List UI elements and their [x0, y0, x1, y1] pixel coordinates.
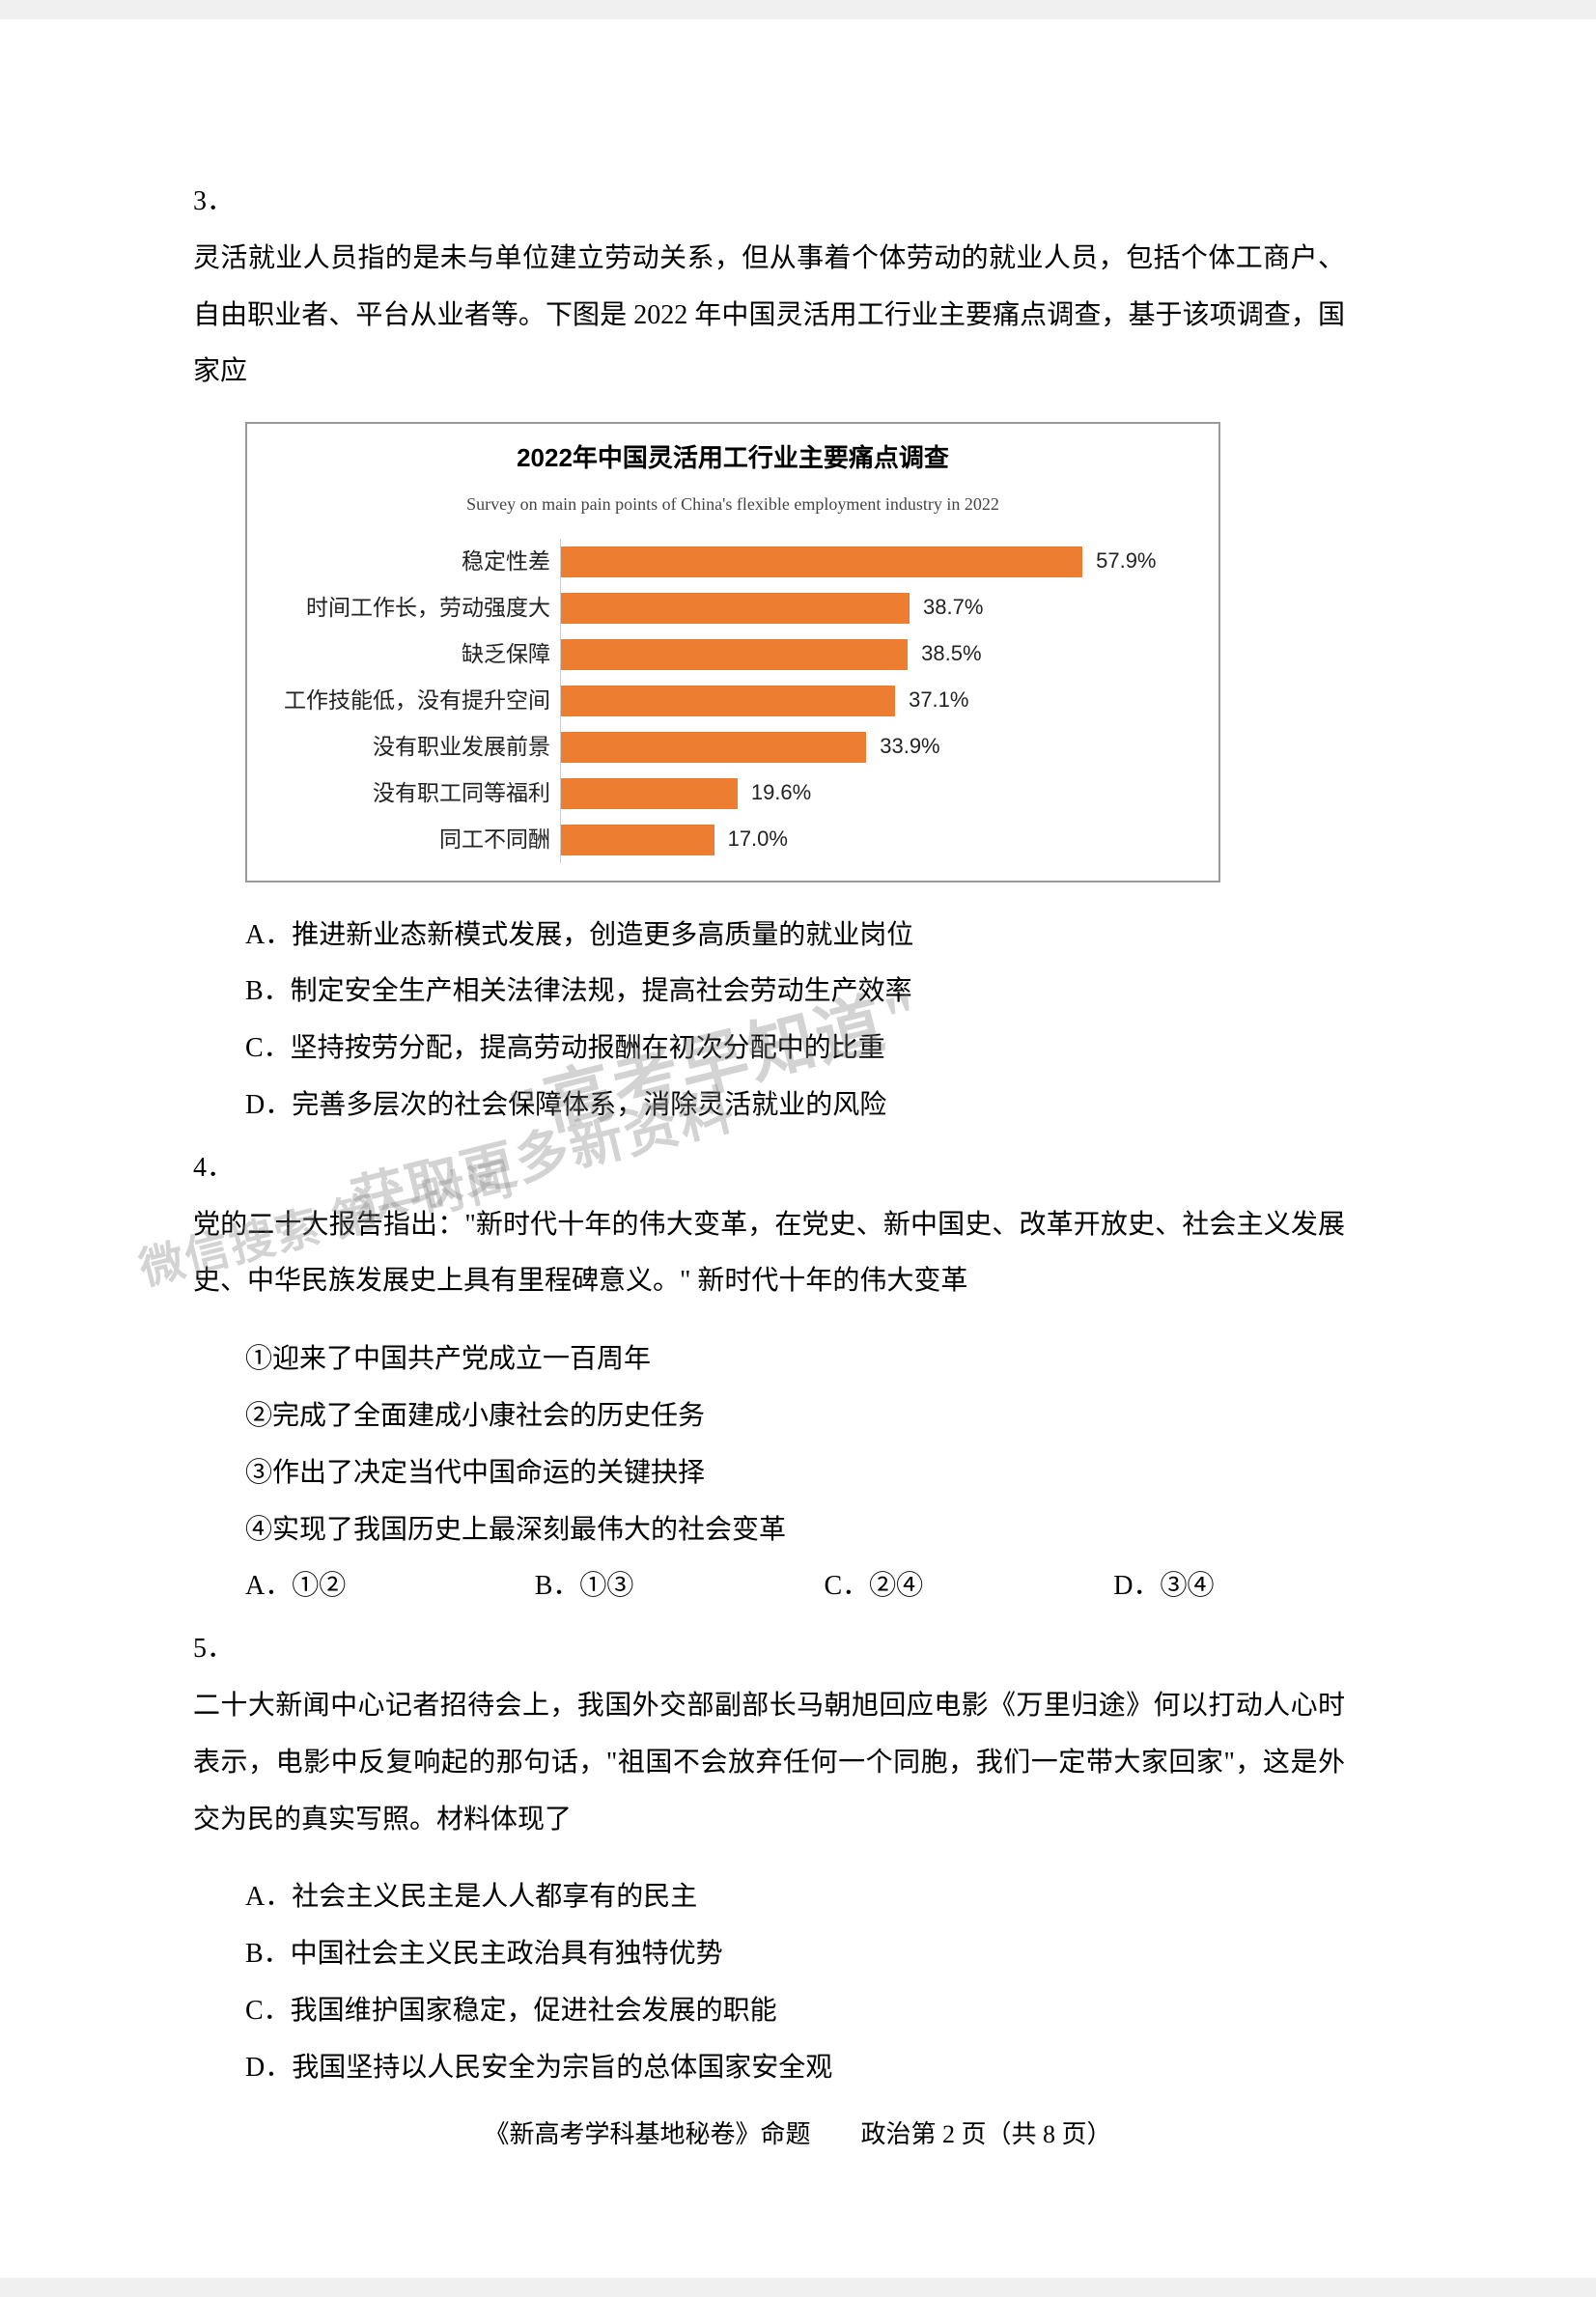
q4-option-c: C．②④	[825, 1558, 1114, 1615]
chart-row: 缺乏保障 38.5%	[270, 631, 1191, 678]
q3-option-a: A．推进新业态新模式发展，创造更多高质量的就业岗位	[245, 908, 1403, 965]
chart-value-label: 38.7%	[923, 585, 983, 630]
q4-option-a: A．①②	[245, 1558, 535, 1615]
q3-text: 灵活就业人员指的是未与单位建立劳动关系，但从事着个体劳动的就业人员，包括个体工商…	[193, 231, 1345, 401]
chart-row-label: 稳定性差	[270, 538, 560, 584]
chart-bar-area: 57.9%	[560, 539, 1191, 585]
chart-bar	[561, 639, 908, 670]
chart-title-area: 2022年中国灵活用工行业主要痛点调查 Survey on main pain …	[247, 424, 1218, 524]
q4-item-3: ③作出了决定当代中国命运的关键抉择	[245, 1445, 1403, 1502]
chart-bar	[561, 825, 714, 855]
chart-bar	[561, 546, 1082, 577]
page-footer: 《新高考学科基地秘卷》命题 政治第 2 页（共 8 页）	[0, 2109, 1596, 2162]
q5-option-a: A．社会主义民主是人人都享有的民主	[245, 1869, 1403, 1926]
chart-bar-area: 19.6%	[560, 770, 1191, 817]
q4-item-1: ①迎来了中国共产党成立一百周年	[245, 1331, 1403, 1388]
q4-item-4: ④实现了我国历史上最深刻最伟大的社会变革	[245, 1502, 1403, 1559]
chart-row-label: 工作技能低，没有提升空间	[270, 677, 560, 723]
q5-option-d: D．我国坚持以人民安全为宗旨的总体国家安全观	[245, 2040, 1403, 2097]
q5-number: 5．	[193, 1621, 245, 1678]
q5-option-b: B．中国社会主义民主政治具有独特优势	[245, 1926, 1403, 1983]
chart-bar-area: 33.9%	[560, 724, 1191, 770]
q5-text: 二十大新闻中心记者招待会上，我国外交部副部长马朝旭回应电影《万里归途》何以打动人…	[193, 1678, 1345, 1848]
q4-option-b: B．①③	[535, 1558, 825, 1615]
chart-body: 稳定性差57.9%时间工作长，劳动强度大38.7%缺乏保障38.5%工作技能低，…	[247, 525, 1218, 881]
q4-options: A．①② B．①③ C．②④ D．③④	[193, 1558, 1403, 1615]
q4-number: 4．	[193, 1140, 245, 1197]
q4-item-2: ②完成了全面建成小康社会的历史任务	[245, 1388, 1403, 1445]
chart-value-label: 19.6%	[751, 770, 811, 815]
question-3: 3． 灵活就业人员指的是未与单位建立劳动关系，但从事着个体劳动的就业人员，包括个…	[193, 174, 1403, 401]
chart-row: 工作技能低，没有提升空间 37.1%	[270, 678, 1191, 724]
chart-bar-area: 38.5%	[560, 631, 1191, 678]
chart-bar-area: 17.0%	[560, 817, 1191, 863]
q3-number: 3．	[193, 174, 245, 231]
chart-bar-area: 38.7%	[560, 585, 1191, 631]
chart-title-sub: Survey on main pain points of China's fl…	[247, 487, 1218, 523]
question-4: 4． 党的二十大报告指出："新时代十年的伟大变革，在党史、新中国史、改革开放史、…	[193, 1140, 1403, 1310]
chart-value-label: 17.0%	[728, 817, 788, 861]
chart-row: 没有职业发展前景 33.9%	[270, 724, 1191, 770]
chart-value-label: 57.9%	[1096, 539, 1156, 583]
chart-row-label: 同工不同酬	[270, 816, 560, 862]
chart-value-label: 38.5%	[921, 631, 981, 676]
chart-row-label: 没有职业发展前景	[270, 723, 560, 770]
q3-option-c: C．坚持按劳分配，提高劳动报酬在初次分配中的比重	[245, 1021, 1403, 1078]
chart-row-label: 缺乏保障	[270, 630, 560, 677]
chart-bar	[561, 732, 866, 763]
chart-title-main: 2022年中国灵活用工行业主要痛点调查	[247, 432, 1218, 485]
exam-page: 3． 灵活就业人员指的是未与单位建立劳动关系，但从事着个体劳动的就业人员，包括个…	[0, 19, 1596, 2278]
q4-items: ①迎来了中国共产党成立一百周年 ②完成了全面建成小康社会的历史任务 ③作出了决定…	[193, 1331, 1403, 1558]
chart-row: 没有职工同等福利 19.6%	[270, 770, 1191, 817]
q5-option-c: C．我国维护国家稳定，促进社会发展的职能	[245, 1983, 1403, 2040]
question-5: 5． 二十大新闻中心记者招待会上，我国外交部副部长马朝旭回应电影《万里归途》何以…	[193, 1621, 1403, 1848]
chart-bar-area: 37.1%	[560, 678, 1191, 724]
chart-value-label: 37.1%	[909, 678, 968, 722]
q3-option-d: D．完善多层次的社会保障体系，消除灵活就业的风险	[245, 1078, 1403, 1134]
q4-text: 党的二十大报告指出："新时代十年的伟大变革，在党史、新中国史、改革开放史、社会主…	[193, 1197, 1345, 1311]
chart-row-label: 没有职工同等福利	[270, 770, 560, 816]
chart-row-label: 时间工作长，劳动强度大	[270, 584, 560, 630]
q3-option-b: B．制定安全生产相关法律法规，提高社会劳动生产效率	[245, 964, 1403, 1021]
pain-points-chart: 2022年中国灵活用工行业主要痛点调查 Survey on main pain …	[245, 422, 1220, 882]
chart-row: 同工不同酬 17.0%	[270, 817, 1191, 863]
q5-options: A．社会主义民主是人人都享有的民主 B．中国社会主义民主政治具有独特优势 C．我…	[193, 1869, 1403, 2096]
chart-row: 时间工作长，劳动强度大 38.7%	[270, 585, 1191, 631]
chart-bar	[561, 778, 738, 809]
chart-row: 稳定性差 57.9%	[270, 539, 1191, 585]
q3-options: A．推进新业态新模式发展，创造更多高质量的就业岗位 B．制定安全生产相关法律法规…	[193, 908, 1403, 1134]
q4-option-d: D．③④	[1113, 1558, 1403, 1615]
chart-bar	[561, 593, 910, 624]
chart-value-label: 33.9%	[880, 724, 939, 769]
chart-bar	[561, 686, 895, 716]
